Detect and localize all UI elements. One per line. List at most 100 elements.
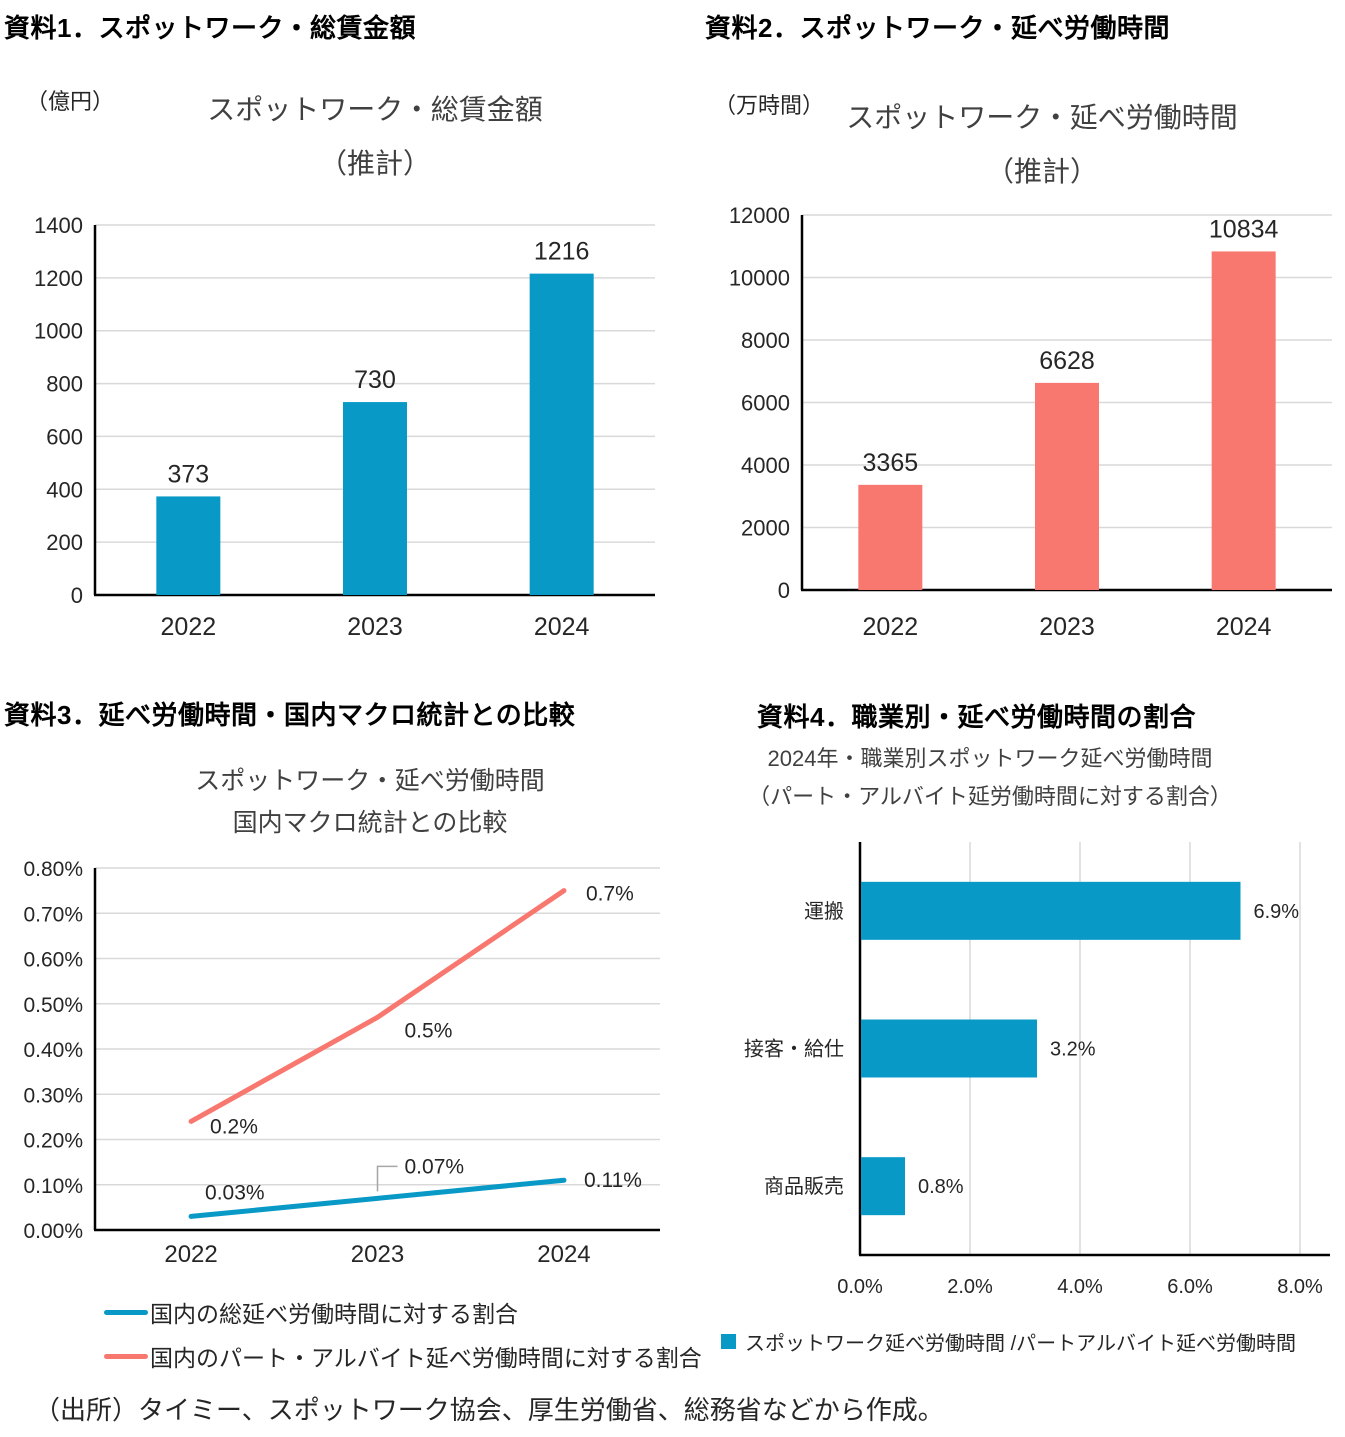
bar-運搬 bbox=[861, 881, 1241, 940]
category-label: 2023 bbox=[1039, 613, 1095, 641]
y-tick-label: 0.20% bbox=[23, 1130, 83, 1153]
y-tick-label: 1200 bbox=[34, 266, 83, 291]
category-label: 2023 bbox=[347, 613, 403, 641]
category-label: 2024 bbox=[1216, 613, 1272, 641]
bar-value-label: 373 bbox=[167, 460, 209, 488]
bar-2024 bbox=[1211, 251, 1276, 590]
chart3-legend: 国内の総延べ労働時間に対する割合 国内のパート・アルバイト延べ労働時間に対する割… bbox=[104, 1290, 702, 1378]
chart4-subtitle: （パート・アルバイト延労働時間に対する割合） bbox=[748, 784, 1232, 809]
category-label: 2023 bbox=[351, 1241, 404, 1268]
bar-商品販売 bbox=[861, 1157, 905, 1216]
y-tick-label: 6000 bbox=[741, 391, 790, 416]
category-label: 2024 bbox=[534, 613, 590, 641]
category-label: 2024 bbox=[537, 1241, 590, 1268]
y-tick-label: 0.60% bbox=[23, 949, 83, 972]
y-tick-label: 600 bbox=[46, 424, 83, 449]
bar-2023 bbox=[1035, 382, 1099, 590]
y-tick-label: 400 bbox=[46, 477, 83, 502]
y-tick-label: 1000 bbox=[34, 319, 83, 344]
category-label: 2022 bbox=[863, 613, 919, 641]
y-tick-label: 0 bbox=[778, 578, 790, 603]
category-label: 商品販売 bbox=[764, 1175, 844, 1198]
label-leader-line bbox=[376, 1165, 398, 1192]
chart4-legend: スポットワーク延べ労働時間 /パートアルバイト延べ労働時間 bbox=[672, 1327, 1345, 1356]
panel-shiryo1: 資料1．スポットワーク・総賃金額 （億円） スポットワーク・総賃金額 （推計） … bbox=[0, 0, 672, 685]
bar-value-label: 3365 bbox=[863, 449, 919, 477]
chart3-subtitle: 国内マクロ統計との比較 bbox=[232, 809, 508, 837]
bar-value-label: 1216 bbox=[534, 238, 590, 266]
point-label: 0.2% bbox=[210, 1115, 258, 1138]
section3-heading: 資料3．延べ労働時間・国内マクロ統計との比較 bbox=[4, 700, 576, 730]
chart1-subtitle: （推計） bbox=[318, 148, 431, 179]
series-line-0 bbox=[188, 1177, 567, 1219]
legend-line-swatch-blue bbox=[104, 1309, 148, 1315]
legend-line-swatch-red bbox=[104, 1353, 148, 1359]
source-note: （出所）タイミー、スポットワーク協会、厚生労働省、総務省などから作成。 bbox=[34, 1396, 944, 1425]
y-tick-label: 2000 bbox=[741, 516, 790, 541]
y-tick-label: 0.70% bbox=[23, 903, 83, 926]
series-line-1 bbox=[188, 888, 567, 1124]
legend-item-domestic-total: 国内の総延べ労働時間に対する割合 bbox=[104, 1290, 702, 1334]
bar-value-label: 0.8% bbox=[918, 1176, 964, 1198]
y-tick-label: 8000 bbox=[741, 328, 790, 353]
category-label: 接客・給仕 bbox=[744, 1038, 844, 1061]
legend-square-swatch bbox=[721, 1334, 737, 1349]
y-tick-label: 0.50% bbox=[23, 994, 83, 1017]
chart4-plot: 0.0% 2.0% 4.0% 6.0% 8.0% 6.9% 運搬 3.2% 接客・給仕 0.8% 商… bbox=[744, 842, 1330, 1298]
category-label: 2022 bbox=[164, 1241, 217, 1268]
y-tick-label: 200 bbox=[46, 530, 83, 555]
x-tick-label: 0.0% bbox=[837, 1276, 883, 1298]
y-tick-label: 0.80% bbox=[23, 858, 83, 881]
y-tick-label: 1400 bbox=[34, 213, 83, 238]
y-tick-label: 4000 bbox=[741, 453, 790, 478]
chart2-unit-label: （万時間） bbox=[714, 93, 825, 118]
chart2-subtitle: （推計） bbox=[985, 156, 1098, 187]
legend-item-part-time: 国内のパート・アルバイト延べ労働時間に対する割合 bbox=[104, 1334, 702, 1378]
bar-接客・給仕 bbox=[861, 1019, 1037, 1078]
bar-value-label: 10834 bbox=[1209, 215, 1279, 243]
bar-value-label: 6.9% bbox=[1254, 901, 1300, 923]
point-label: 0.5% bbox=[405, 1019, 453, 1042]
legend-label: 国内の総延べ労働時間に対する割合 bbox=[150, 1301, 518, 1327]
point-label: 0.03% bbox=[205, 1181, 265, 1204]
chart1-unit-label: （億円） bbox=[26, 89, 115, 114]
y-tick-label: 800 bbox=[46, 372, 83, 397]
y-tick-label: 10000 bbox=[729, 266, 790, 291]
bar-2022 bbox=[858, 484, 923, 590]
legend-label: スポットワーク延べ労働時間 /パートアルバイト延べ労働時間 bbox=[745, 1333, 1296, 1355]
section1-heading: 資料1．スポットワーク・総賃金額 bbox=[4, 13, 416, 43]
panel-shiryo2: 資料2．スポットワーク・延べ労働時間 （万時間） スポットワーク・延べ労働時間 … bbox=[672, 0, 1345, 685]
x-tick-label: 4.0% bbox=[1057, 1276, 1103, 1298]
bar-value-label: 3.2% bbox=[1050, 1039, 1096, 1061]
bar-2022 bbox=[156, 496, 221, 595]
y-tick-label: 0.10% bbox=[23, 1175, 83, 1198]
chart3-title: スポットワーク・延べ労働時間 bbox=[195, 767, 545, 795]
chart4-title: 2024年・職業別スポットワーク延べ労働時間 bbox=[767, 746, 1213, 771]
point-label: 0.7% bbox=[586, 883, 634, 906]
bar-value-label: 6628 bbox=[1039, 347, 1095, 375]
category-label: 運搬 bbox=[804, 900, 844, 923]
y-tick-label: 0.40% bbox=[23, 1039, 83, 1062]
y-tick-label: 0.30% bbox=[23, 1084, 83, 1107]
bar-value-label: 730 bbox=[354, 366, 396, 394]
chart3-plot: 0.00% 0.10% 0.20% 0.30% 0.40% 0.50% 0.60% 0.70%… bbox=[23, 858, 660, 1268]
point-label: 0.11% bbox=[584, 1169, 642, 1192]
bar-2023 bbox=[343, 402, 407, 595]
point-label: 0.07% bbox=[405, 1155, 465, 1178]
y-tick-label: 0 bbox=[71, 583, 83, 608]
chart1-title: スポットワーク・総賃金額 bbox=[207, 94, 543, 125]
legend-label: 国内のパート・アルバイト延べ労働時間に対する割合 bbox=[150, 1345, 702, 1371]
panel-shiryo3: 資料3．延べ労働時間・国内マクロ統計との比較 スポットワーク・延べ労働時間 国内… bbox=[0, 685, 702, 1385]
category-label: 2022 bbox=[161, 613, 217, 641]
section2-heading: 資料2．スポットワーク・延べ労働時間 bbox=[705, 13, 1170, 43]
bar-2024 bbox=[529, 273, 594, 595]
section4-heading: 資料4．職業別・延べ労働時間の割合 bbox=[757, 702, 1196, 732]
chart1-plot: 0 200 400 600 800 1000 1200 1400 373 2022 730 2023 1… bbox=[34, 213, 655, 641]
x-tick-label: 6.0% bbox=[1167, 1276, 1213, 1298]
y-tick-label: 0.00% bbox=[23, 1220, 83, 1243]
panel-shiryo4: 資料4．職業別・延べ労働時間の割合 2024年・職業別スポットワーク延べ労働時間… bbox=[672, 685, 1345, 1385]
chart2-title: スポットワーク・延べ労働時間 bbox=[846, 102, 1238, 133]
x-tick-label: 8.0% bbox=[1277, 1276, 1323, 1298]
chart2-plot: 0 2000 4000 6000 8000 10000 12000 3365 2022 6628 2… bbox=[729, 203, 1332, 641]
